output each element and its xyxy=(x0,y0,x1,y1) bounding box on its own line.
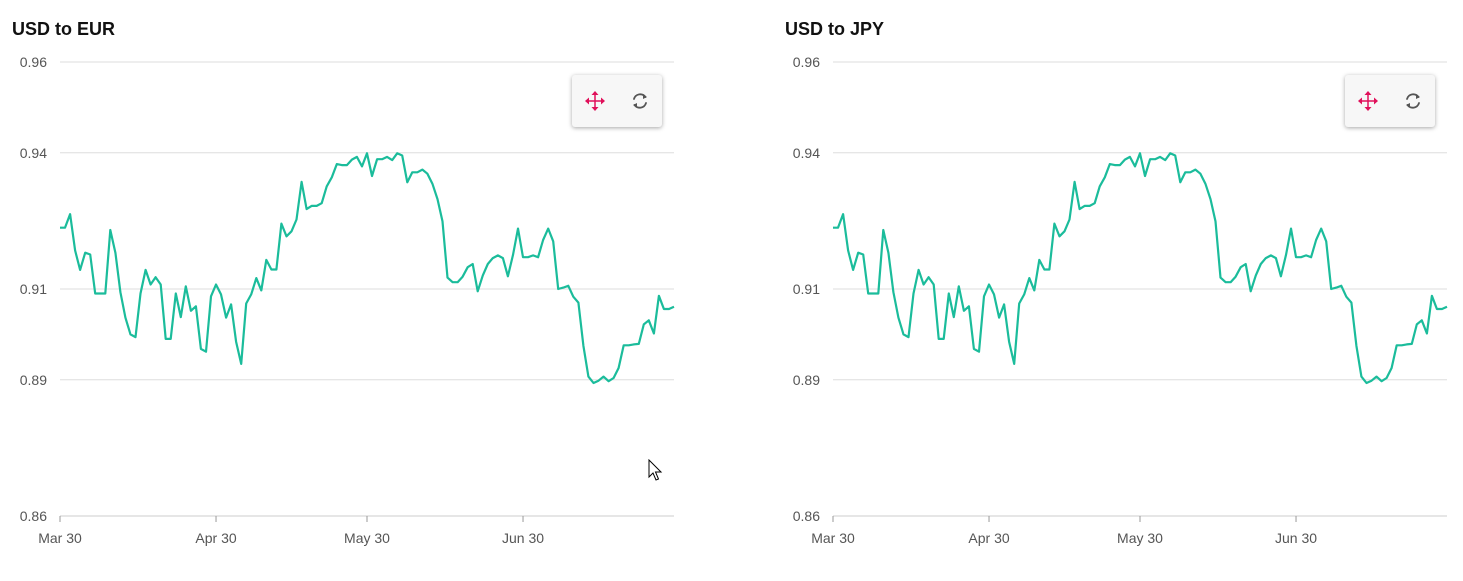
x-tick-label: May 30 xyxy=(1117,530,1163,546)
y-tick-label: 0.96 xyxy=(20,54,47,70)
x-tick-label: Jun 30 xyxy=(1275,530,1317,546)
mouse-cursor-icon xyxy=(648,459,663,481)
x-tick-label: Mar 30 xyxy=(38,530,82,546)
chart-toolbar xyxy=(572,75,662,127)
chart-title: USD to EUR xyxy=(12,19,115,39)
reset-refresh-icon xyxy=(1405,93,1420,109)
x-tick-label: Jun 30 xyxy=(502,530,544,546)
reset-button[interactable] xyxy=(625,86,655,116)
series-line xyxy=(60,152,675,385)
x-tick-label: Mar 30 xyxy=(811,530,855,546)
chart-panel-usd-eur: USD to EUR 0.96 0.94 0.91 0.89 0.86 Mar 30 Apr… xyxy=(0,0,700,581)
chart-panel-usd-jpy: USD to JPY 0.96 0.94 0.91 0.89 0.86 Mar 30 Apr… xyxy=(773,0,1463,581)
reset-refresh-icon xyxy=(632,93,647,109)
series-line xyxy=(833,152,1448,385)
pan-move-icon xyxy=(1357,91,1378,111)
pan-button[interactable] xyxy=(1353,86,1383,116)
y-tick-label: 0.94 xyxy=(793,145,820,161)
x-tick-label: May 30 xyxy=(344,530,390,546)
chart-title: USD to JPY xyxy=(785,19,885,39)
x-tick-label: Apr 30 xyxy=(968,530,1009,546)
y-tick-label: 0.96 xyxy=(793,54,820,70)
x-tick-label: Apr 30 xyxy=(195,530,236,546)
y-tick-label: 0.86 xyxy=(20,508,47,524)
pan-move-icon xyxy=(584,91,605,111)
reset-button[interactable] xyxy=(1398,86,1428,116)
line-chart[interactable]: 0.96 0.94 0.91 0.89 0.86 Mar 30 Apr 30 May 30 Ju… xyxy=(773,0,1463,581)
chart-toolbar xyxy=(1345,75,1435,127)
y-tick-label: 0.86 xyxy=(793,508,820,524)
y-tick-label: 0.91 xyxy=(793,281,820,297)
y-tick-label: 0.94 xyxy=(20,145,47,161)
y-tick-label: 0.91 xyxy=(20,281,47,297)
y-tick-label: 0.89 xyxy=(793,372,820,388)
line-chart[interactable]: 0.96 0.94 0.91 0.89 0.86 Mar 30 Apr 30 May 30 Ju… xyxy=(0,0,700,581)
y-tick-label: 0.89 xyxy=(20,372,47,388)
pan-button[interactable] xyxy=(580,86,610,116)
